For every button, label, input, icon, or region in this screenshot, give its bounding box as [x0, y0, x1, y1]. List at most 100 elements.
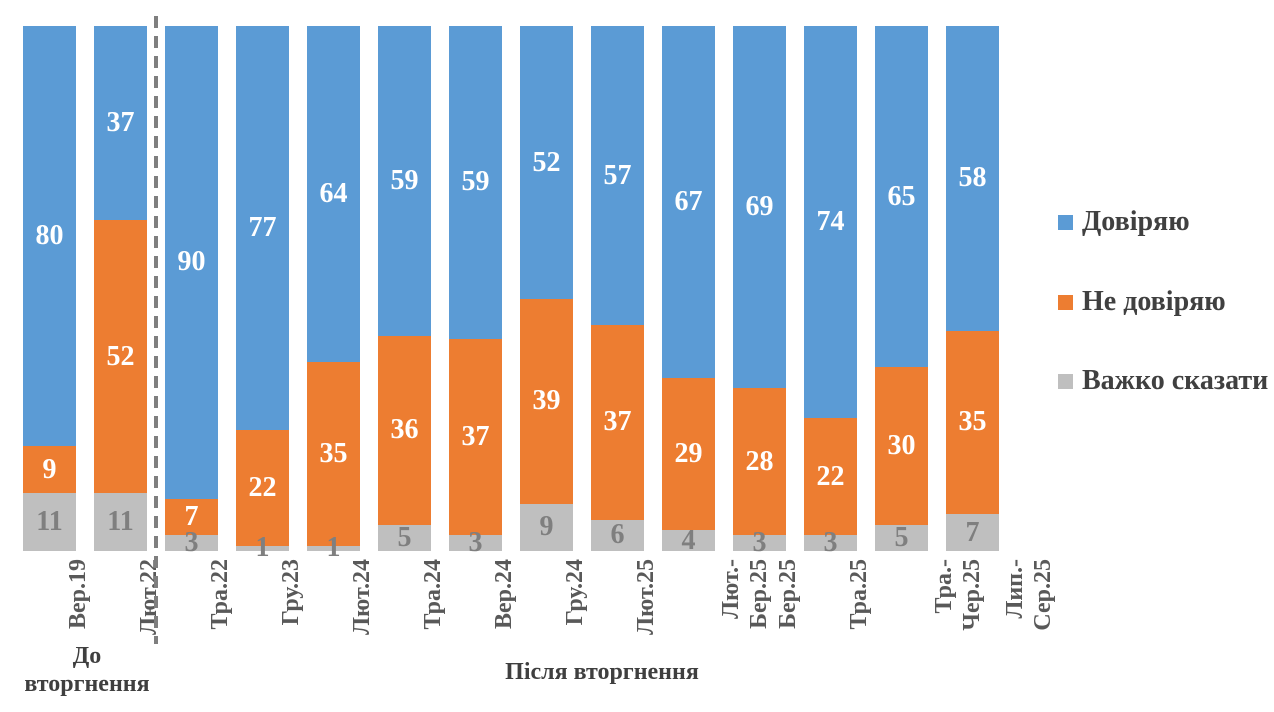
- bar-value-label: 5: [894, 521, 909, 553]
- bar-column: 69 28 3: [733, 26, 786, 557]
- bar-value-label: 80: [35, 220, 64, 251]
- bar-value-label: 3: [184, 527, 199, 559]
- bar-segment: 28: [733, 388, 786, 536]
- bar-value-label: 90: [177, 246, 206, 278]
- bar-segment: 30: [875, 367, 928, 525]
- bar-segment: 5: [875, 521, 928, 553]
- bar-value-label: 59: [390, 164, 419, 196]
- legend-item: Важко сказати: [1058, 366, 1268, 396]
- legend-item-label: Не довіряю: [1082, 286, 1226, 317]
- bar-value-label: 36: [390, 414, 419, 446]
- bar-segment: 57: [591, 26, 644, 326]
- bar-value-label: 28: [745, 445, 774, 477]
- bar-segment: 80: [23, 26, 76, 446]
- bar-segment: 9: [520, 503, 573, 551]
- bar-column: 74 22 3: [804, 26, 857, 557]
- bar-value-label: 1: [255, 532, 270, 564]
- bar-segment: 74: [804, 26, 857, 419]
- bar-segment: 3: [733, 529, 786, 557]
- bar-value-label: 37: [461, 420, 490, 452]
- bar-segment: 69: [733, 26, 786, 389]
- group-label: Після вторгнення: [505, 659, 699, 685]
- bar-segment: 22: [804, 418, 857, 536]
- bar-segment: 67: [662, 26, 715, 378]
- x-axis-label-text: Тра.- Чер.25: [930, 559, 985, 631]
- bar-value-label: 58: [958, 162, 987, 194]
- bar-value-label: 74: [816, 206, 845, 238]
- bar-segment: 77: [236, 26, 289, 431]
- legend-swatch-icon: [1058, 373, 1073, 389]
- bar-value-label: 3: [468, 527, 483, 559]
- bar-value-label: 3: [823, 527, 838, 559]
- bar-segment: 37: [591, 325, 644, 520]
- bar-column: 80 9 11: [23, 26, 76, 551]
- bar-segment: 3: [165, 529, 218, 557]
- x-axis-label-text: Тра.24: [419, 559, 446, 630]
- bar-value-label: 3: [752, 527, 767, 559]
- bar-segment: 35: [946, 330, 999, 515]
- bar-segment: 6: [591, 519, 644, 551]
- bar-column: 58 35 7: [946, 26, 999, 551]
- bar-segment: 1: [236, 534, 289, 562]
- bar-column: 37 52 11: [94, 26, 147, 551]
- bar-value-label: 35: [319, 437, 348, 469]
- bar-segment: 7: [165, 498, 218, 536]
- legend-item-label: Важко сказати: [1082, 365, 1269, 396]
- bar-segment: 5: [378, 521, 431, 553]
- bar-segment: 37: [94, 26, 147, 221]
- bar-segment: 29: [662, 377, 715, 530]
- x-axis-label-text: Лют.24: [348, 559, 375, 635]
- bar-segment: 22: [236, 430, 289, 546]
- bar-segment: 59: [449, 26, 502, 339]
- x-axis-label-text: Бер.25: [774, 559, 801, 629]
- bar-segment: 3: [449, 529, 502, 557]
- bar-value-label: 1: [326, 532, 341, 564]
- x-axis-label-text: Гру.23: [277, 559, 304, 626]
- bar-value-label: 69: [745, 191, 774, 223]
- bar-value-label: 9: [42, 453, 57, 485]
- bar-value-label: 11: [107, 506, 134, 538]
- bar-segment: 4: [662, 526, 715, 554]
- bar-value-label: 7: [965, 516, 980, 548]
- bar-value-label: 22: [248, 472, 277, 503]
- bar-value-label: 64: [319, 178, 348, 209]
- bar-segment: 90: [165, 26, 218, 499]
- bar-value-label: 22: [816, 460, 845, 492]
- legend-swatch-icon: [1058, 294, 1073, 310]
- bar-column: 64 35 1: [307, 26, 360, 562]
- bar-segment: 11: [23, 493, 76, 551]
- bar-value-label: 77: [248, 212, 277, 244]
- legend-item-label: Довіряю: [1082, 206, 1190, 237]
- bar-segment: 52: [520, 26, 573, 299]
- bar-value-label: 39: [532, 385, 561, 417]
- x-axis-label-text: Тра.22: [206, 559, 233, 630]
- bar-value-label: 5: [397, 521, 412, 553]
- bar-value-label: 37: [106, 107, 135, 139]
- bar-column: 65 30 5: [875, 26, 928, 551]
- invasion-divider-dashed-line: [154, 16, 158, 644]
- bar-value-label: 52: [106, 340, 135, 372]
- bar-column: 59 37 3: [449, 26, 502, 557]
- x-axis-label-text: Лют.- Бер.25: [717, 559, 772, 629]
- bar-segment: 59: [378, 26, 431, 336]
- bar-segment: 11: [94, 493, 147, 551]
- x-axis-label-text: Лип.- Сер.25: [1001, 559, 1056, 631]
- bar-value-label: 6: [610, 519, 625, 551]
- bar-segment: 35: [307, 362, 360, 546]
- legend-swatch-icon: [1058, 214, 1073, 230]
- bar-segment: 7: [946, 514, 999, 551]
- bar-value-label: 37: [603, 406, 632, 438]
- bar-value-label: 52: [532, 146, 561, 178]
- bar-value-label: 7: [184, 500, 199, 532]
- bar-segment: 36: [378, 335, 431, 525]
- bar-column: 59 36 5: [378, 26, 431, 551]
- bar-value-label: 67: [674, 185, 703, 217]
- bar-segment: 3: [804, 529, 857, 557]
- bar-value-label: 65: [887, 180, 916, 212]
- bar-segment: 9: [23, 446, 76, 494]
- bar-segment: 52: [94, 220, 147, 494]
- bar-column: 67 29 4: [662, 26, 715, 554]
- x-axis-label-text: Тра.25: [845, 559, 872, 630]
- bar-value-label: 30: [887, 430, 916, 461]
- legend-item: Не довіряю: [1058, 287, 1226, 317]
